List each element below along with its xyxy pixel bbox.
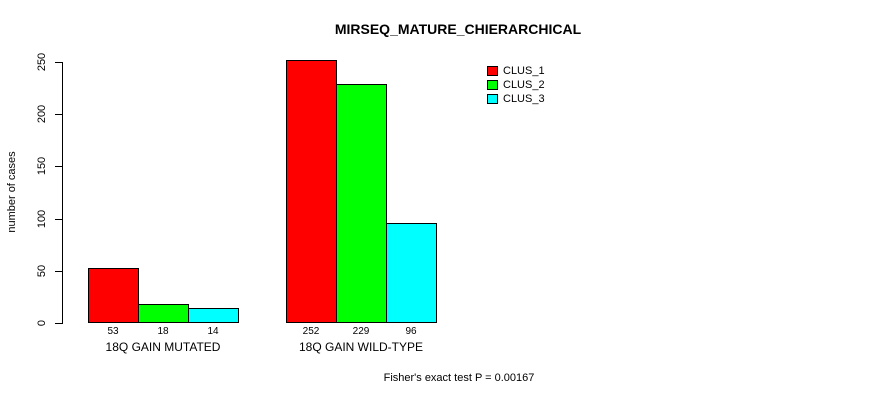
legend-item-clus_3: CLUS_3 — [487, 92, 545, 105]
y-tick-label: 0 — [36, 319, 48, 327]
bar-clus_1-18q-gain-wild-type — [286, 60, 337, 323]
bar-clus_2-18q-gain-mutated — [138, 304, 189, 323]
bar-value-label: 96 — [405, 326, 417, 337]
y-tick-mark — [55, 62, 62, 63]
legend-swatch-clus_2 — [487, 79, 498, 90]
y-tick-label: 250 — [36, 52, 48, 72]
legend-item-clus_1: CLUS_1 — [487, 64, 545, 77]
y-tick-label: 100 — [36, 209, 48, 228]
y-tick-mark — [55, 166, 62, 168]
category-label: 18Q GAIN WILD-TYPE — [298, 340, 424, 354]
bar-value-label: 53 — [107, 326, 119, 337]
bar-value-label: 229 — [352, 326, 370, 337]
chart-title: MIRSEQ_MATURE_CHIERARCHICAL — [334, 21, 582, 37]
bar-clus_1-18q-gain-mutated — [88, 268, 139, 323]
legend-item-clus_2: CLUS_2 — [487, 78, 545, 91]
legend-label: CLUS_3 — [503, 92, 545, 105]
bar-value-label: 18 — [157, 326, 169, 337]
bar-clus_3-18q-gain-wild-type — [386, 223, 437, 323]
y-tick-mark — [55, 218, 62, 220]
y-axis — [62, 62, 63, 324]
legend-label: CLUS_1 — [503, 64, 545, 77]
bar-clus_2-18q-gain-wild-type — [336, 84, 387, 323]
y-tick-label: 200 — [36, 105, 48, 124]
y-tick-mark — [55, 323, 62, 324]
y-tick-label: 50 — [36, 264, 48, 277]
fisher-test-annotation: Fisher's exact test P = 0.00167 — [383, 372, 535, 384]
bar-clus_3-18q-gain-mutated — [188, 308, 239, 323]
bar-value-label: 14 — [207, 326, 219, 337]
category-label: 18Q GAIN MUTATED — [105, 340, 221, 354]
legend: CLUS_1 CLUS_2 CLUS_3 — [487, 64, 545, 106]
bar-value-label: 252 — [302, 326, 320, 337]
legend-swatch-clus_3 — [487, 93, 498, 104]
legend-label: CLUS_2 — [503, 78, 545, 91]
y-axis-label: number of cases — [6, 151, 18, 233]
y-tick-label: 150 — [36, 157, 48, 176]
legend-swatch-clus_1 — [487, 65, 498, 76]
y-tick-mark — [55, 270, 62, 272]
y-tick-mark — [55, 114, 62, 116]
